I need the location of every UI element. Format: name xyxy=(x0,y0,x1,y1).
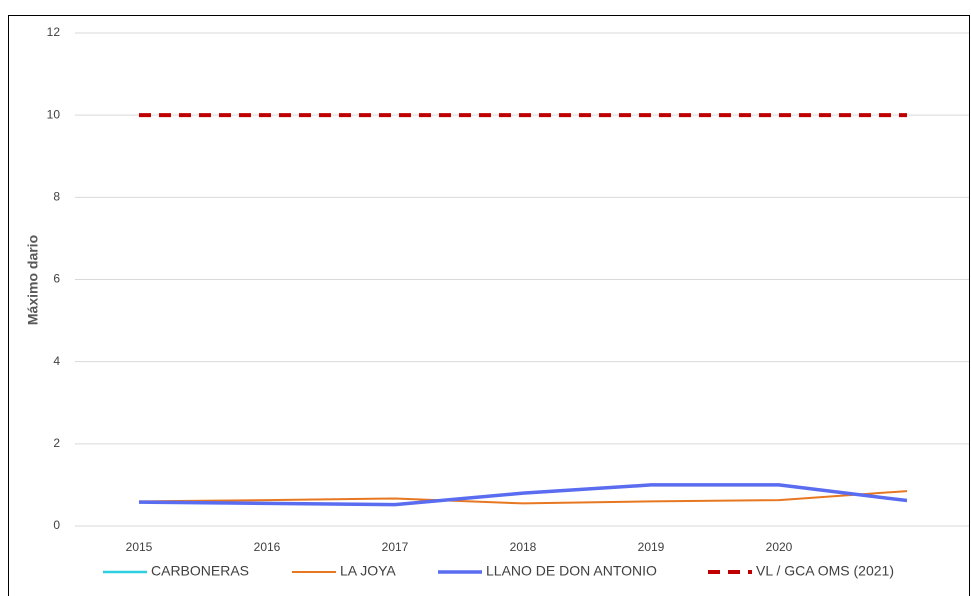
x-tick-label: 2015 xyxy=(126,540,153,554)
y-tick-label: 2 xyxy=(53,436,60,450)
y-tick-label: 6 xyxy=(53,272,60,286)
x-tick-label: 2016 xyxy=(254,540,281,554)
legend-label: LLANO DE DON ANTONIO xyxy=(486,563,657,579)
y-tick-label: 12 xyxy=(47,25,61,39)
y-tick-label: 10 xyxy=(47,107,61,121)
legend-label: LA JOYA xyxy=(340,563,396,579)
x-tick-label: 2019 xyxy=(638,540,665,554)
x-tick-label: 2020 xyxy=(766,540,793,554)
y-tick-label: 0 xyxy=(53,518,60,532)
y-tick-label: 4 xyxy=(53,354,60,368)
x-tick-label: 2017 xyxy=(382,540,409,554)
legend-label: CARBONERAS xyxy=(151,563,249,579)
y-tick-label: 8 xyxy=(53,190,60,204)
legend-label: VL / GCA OMS (2021) xyxy=(756,563,894,579)
frame xyxy=(8,15,970,596)
x-tick-label: 2018 xyxy=(510,540,537,554)
series-line xyxy=(138,483,908,507)
y-axis-label: Máximo dario xyxy=(25,235,41,325)
series-line xyxy=(138,490,908,505)
